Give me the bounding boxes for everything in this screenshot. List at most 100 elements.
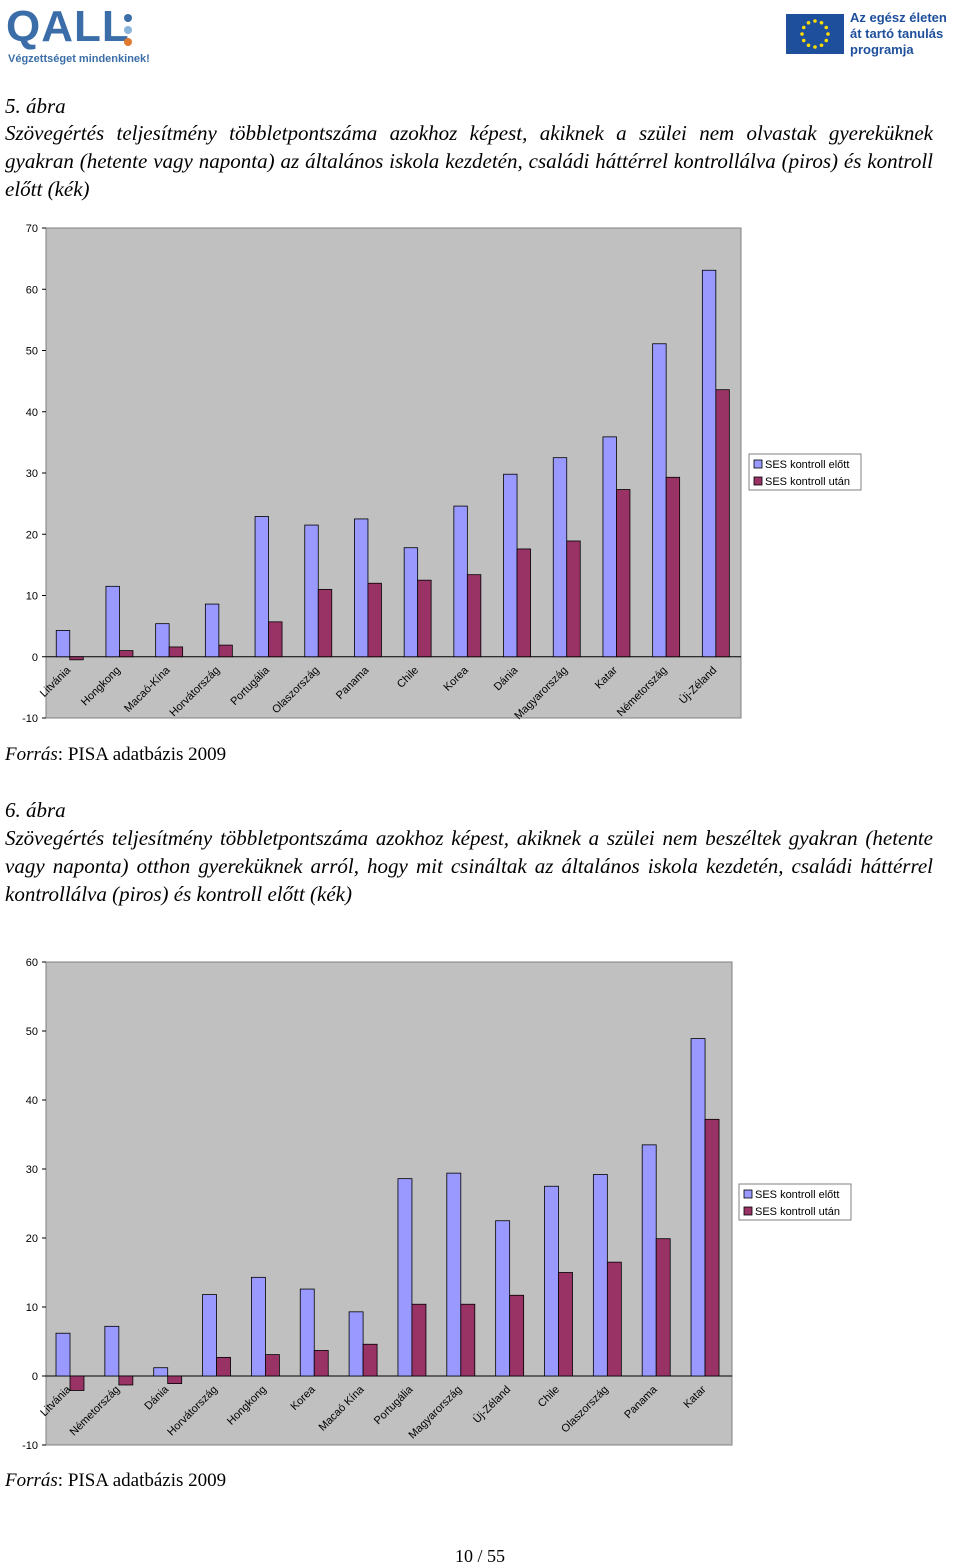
bar-before (105, 585, 120, 658)
bar-before (204, 603, 220, 658)
bar-before (544, 1185, 559, 1377)
bar-after (69, 1375, 85, 1391)
eu-star (824, 25, 829, 30)
eu-program-name: Az egész életen át tartó tanulás program… (850, 10, 947, 58)
bar-before (348, 1311, 364, 1377)
y-tick-label: 60 (26, 284, 38, 296)
bar-before (55, 630, 71, 658)
bar-before (592, 1174, 608, 1377)
eu-star (826, 32, 830, 36)
bar-after (616, 489, 631, 658)
bar-before (652, 343, 667, 658)
eu-star (801, 25, 806, 30)
bar-before (104, 1325, 120, 1377)
bar-before (397, 1178, 413, 1377)
figure-5-source-text: : PISA adatbázis 2009 (57, 744, 227, 765)
chart-legend: SES kontroll előtt SES kontroll után (738, 1183, 852, 1221)
legend-entry: SES kontroll előtt (765, 459, 849, 471)
figure-6-title: Szövegértés teljesítmény többletpontszám… (5, 826, 933, 906)
bar-after (367, 582, 382, 658)
bar-after (715, 389, 730, 658)
bar-before (701, 269, 717, 658)
figure-5-source: Forrás: PISA adatbázis 2009 (5, 744, 226, 766)
bar-before (250, 1276, 266, 1377)
y-tick-label: 10 (26, 591, 38, 603)
eu-program-line: át tartó tanulás (850, 26, 944, 41)
bar-before (202, 1294, 217, 1377)
bar-after (558, 1272, 573, 1377)
bar-before (299, 1288, 315, 1377)
bar-after (460, 1303, 476, 1377)
y-tick-label: 20 (26, 1233, 38, 1245)
bar-before (55, 1332, 71, 1377)
y-tick-label: -10 (22, 1440, 38, 1452)
qall-logo: QALL Végzettséget mindenkinek! (6, 4, 150, 68)
eu-program-line: programja (850, 42, 914, 57)
y-tick-label: 0 (32, 1371, 38, 1383)
legend-swatch (743, 1189, 753, 1199)
y-tick-label: 20 (26, 529, 38, 541)
eu-star (800, 32, 804, 36)
figure-6-source: Forrás: PISA adatbázis 2009 (5, 1470, 226, 1492)
bar-before (552, 457, 568, 658)
y-tick-label: 70 (26, 223, 38, 235)
bar-after (69, 656, 84, 661)
bar-before (446, 1172, 462, 1377)
figure-6-source-text: : PISA adatbázis 2009 (57, 1470, 227, 1491)
eu-star (819, 43, 824, 48)
bar-after (264, 1354, 280, 1377)
bar-after (516, 548, 531, 658)
y-tick-label: 40 (26, 1095, 38, 1107)
eu-program-line: Az egész életen (850, 10, 947, 25)
y-tick-label: 30 (26, 468, 38, 480)
eu-program-logo: Az egész életen át tartó tanulás program… (786, 10, 956, 58)
eu-star (813, 19, 817, 23)
legend-entry: SES kontroll után (755, 1206, 840, 1218)
bar-after (119, 650, 134, 658)
plot-area (45, 227, 742, 719)
plot-area (45, 961, 733, 1446)
bar-before (354, 518, 369, 658)
y-tick-label: 40 (26, 407, 38, 419)
legend-box (748, 453, 862, 491)
bar-before (155, 623, 170, 658)
bar-before (503, 473, 518, 658)
bar-after (566, 540, 581, 658)
bar-before (690, 1038, 706, 1377)
legend-box (738, 1183, 852, 1221)
bar-after (167, 1375, 183, 1384)
figure-5-chart: 70 60 50 40 30 20 10 0 -10 Litvánia Hongkong Macaó-… (0, 210, 960, 745)
bar-after (606, 1261, 622, 1377)
bar-before (495, 1220, 511, 1377)
qall-logo-tagline: Végzettséget mindenkinek! (8, 53, 150, 65)
bar-after (509, 1294, 525, 1377)
bar-after (466, 574, 482, 658)
eu-star (813, 45, 817, 49)
legend-entry: SES kontroll után (765, 476, 850, 488)
chart-legend: SES kontroll előtt SES kontroll után (748, 453, 862, 491)
eu-flag-icon (786, 14, 844, 54)
bar-after (118, 1375, 134, 1386)
bar-after (655, 1238, 671, 1377)
eu-star (819, 20, 824, 25)
y-tick-label: 30 (26, 1164, 38, 1176)
figure-5-title: Szövegértés teljesítmény többletpontszám… (5, 121, 933, 201)
eu-star (801, 38, 806, 43)
bar-after (417, 579, 432, 658)
y-tick-label: 60 (26, 957, 38, 969)
legend-swatch (743, 1206, 753, 1216)
y-tick-label: 10 (26, 1302, 38, 1314)
bar-after (704, 1118, 720, 1377)
eu-star (806, 20, 811, 25)
bar-after (268, 621, 283, 658)
legend-entry: SES kontroll előtt (755, 1189, 839, 1201)
y-tick-label: 0 (32, 652, 38, 664)
eu-star (806, 43, 811, 48)
bar-after (665, 476, 681, 658)
figure-6-source-label: Forrás (5, 1470, 58, 1491)
bar-after (216, 1356, 231, 1377)
bar-after (317, 588, 333, 658)
figure-5-source-label: Forrás (5, 744, 58, 765)
